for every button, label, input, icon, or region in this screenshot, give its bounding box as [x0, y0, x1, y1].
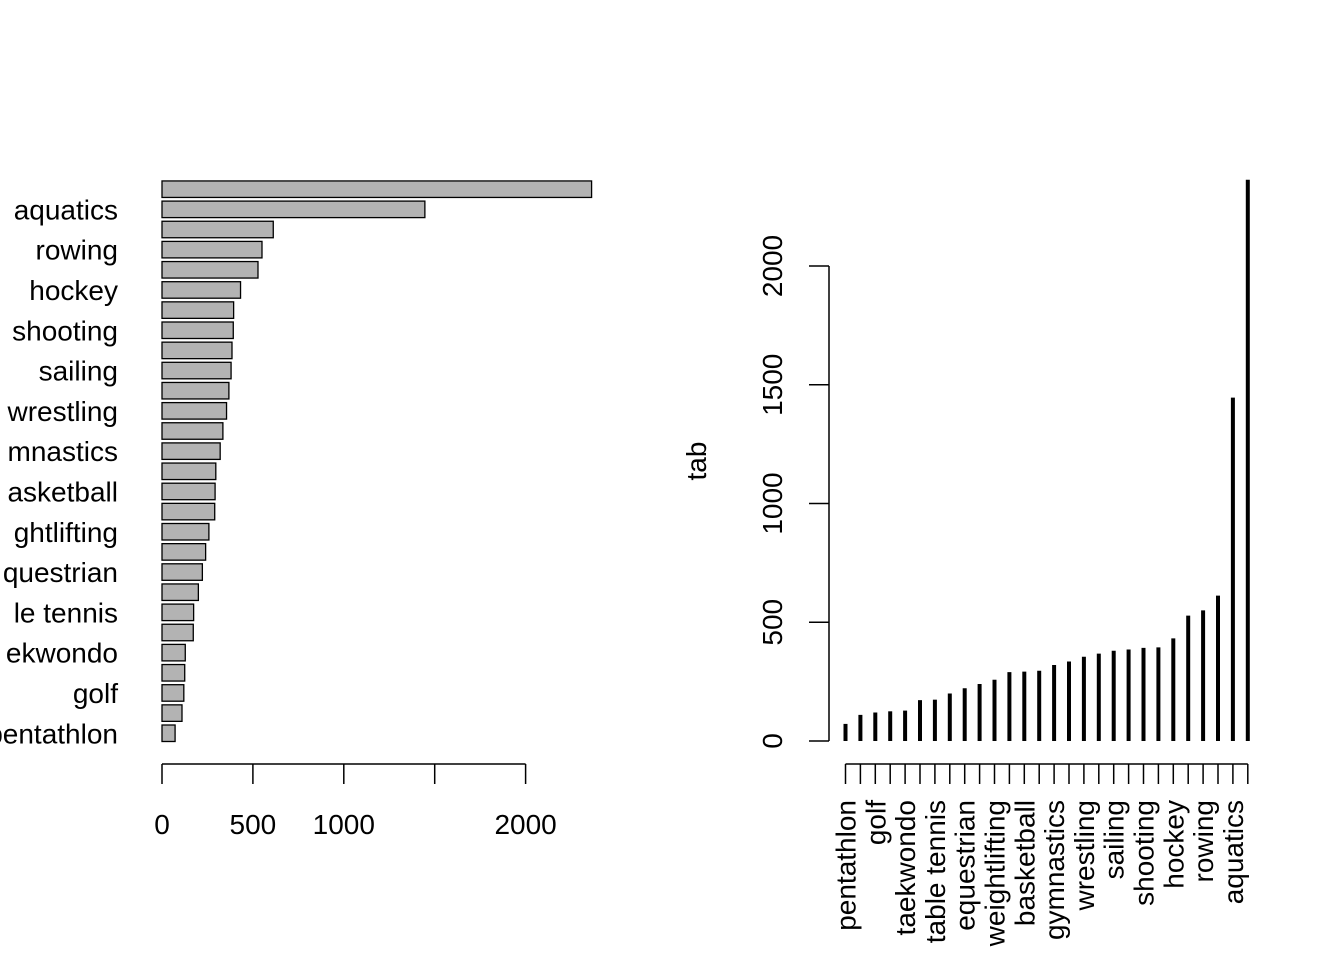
y-tick-label: 1500 — [757, 354, 788, 416]
bar — [161, 684, 185, 702]
y-tick-label: hockey — [29, 275, 118, 306]
bar — [161, 401, 228, 420]
y-tick-label: asketball — [7, 476, 118, 507]
bar — [161, 442, 221, 461]
x-tick-label: shooting — [1129, 800, 1160, 906]
y-tick-label: pentathlon — [0, 718, 118, 749]
x-tick-label: gymnastics — [1039, 800, 1070, 940]
bar — [161, 301, 235, 320]
bar — [161, 704, 183, 722]
bar — [161, 724, 176, 743]
y-tick-label: ekwondo — [6, 638, 118, 669]
bar — [161, 603, 195, 622]
y-tick-label: 2000 — [757, 235, 788, 297]
y-tick-label: 500 — [757, 599, 788, 646]
y-tick-label: 0 — [757, 733, 788, 749]
bar — [161, 260, 259, 279]
bar — [161, 381, 230, 400]
bar — [161, 341, 233, 360]
bar — [161, 623, 194, 642]
x-tick-label: table tennis — [920, 800, 951, 943]
bar — [161, 522, 210, 541]
x-tick-label: weightlifting — [980, 800, 1011, 947]
y-axis-title: tab — [681, 442, 712, 481]
x-tick-label: 2000 — [494, 809, 556, 840]
x-tick-label: hockey — [1158, 800, 1189, 889]
x-tick-label: 500 — [230, 809, 277, 840]
bar — [161, 281, 242, 299]
bar — [161, 543, 207, 561]
y-tick-label: questrian — [3, 557, 118, 588]
bar — [161, 361, 232, 380]
bar — [161, 462, 217, 481]
bar — [161, 583, 200, 602]
y-tick-label: mnastics — [8, 436, 118, 467]
bar — [161, 663, 186, 682]
x-tick-label: 0 — [154, 809, 170, 840]
y-tick-label: le tennis — [14, 597, 118, 628]
x-tick-label: wrestling — [1069, 800, 1100, 911]
x-tick-label: taekwondo — [890, 800, 921, 935]
x-tick-label: 1000 — [313, 809, 375, 840]
bar — [161, 422, 224, 440]
vertical-line-chart: 0 500 1000 1500 2000 tab pentathlongolftaekwon… — [681, 179, 1250, 947]
y-tick-label: ghtlifting — [14, 517, 118, 548]
bar — [161, 643, 186, 662]
y-tick-label: golf — [73, 678, 118, 709]
y-tick-label: sailing — [39, 356, 118, 387]
bar — [161, 180, 593, 199]
x-tick-label: pentathlon — [831, 800, 862, 931]
bar — [161, 482, 216, 501]
y-tick-label: aquatics — [14, 194, 118, 225]
y-tick-label: 1000 — [757, 472, 788, 534]
x-tick-label: rowing — [1188, 800, 1219, 882]
x-tick-label: aquatics — [1218, 800, 1249, 904]
x-tick-label: sailing — [1099, 800, 1130, 879]
y-tick-label: rowing — [36, 235, 118, 266]
bar — [161, 200, 426, 219]
x-tick-label: basketball — [1009, 800, 1040, 926]
horizontal-bar-chart: pentathlon golf ekwondo le tennis questrian g… — [0, 180, 593, 840]
bar — [161, 321, 234, 340]
x-tick-label: golf — [860, 800, 891, 845]
bar — [161, 502, 216, 521]
y-tick-label: shooting — [12, 315, 118, 346]
bar — [161, 563, 204, 581]
x-tick-label: equestrian — [950, 800, 981, 931]
bar — [161, 220, 274, 239]
y-tick-label: wrestling — [7, 396, 118, 427]
bar — [161, 240, 263, 259]
